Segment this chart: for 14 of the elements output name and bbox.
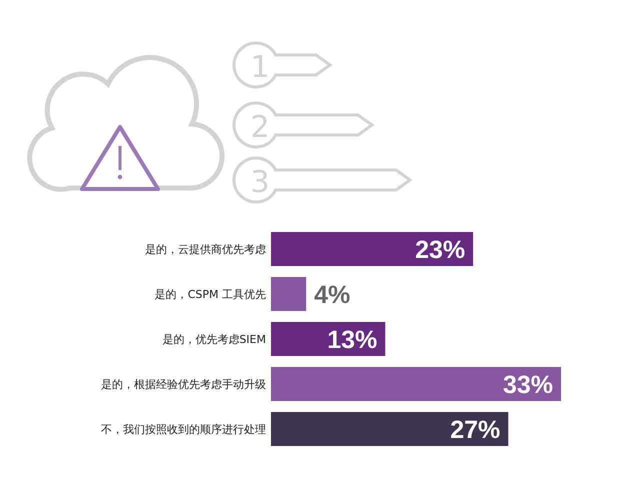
data-label: 13% — [327, 326, 378, 354]
y-tick-label: 不，我们按照收到的顺序进行处理 — [101, 423, 266, 436]
bar — [271, 412, 508, 446]
y-tick-label: 是的，CSPM 工具优先 — [154, 288, 266, 301]
y-tick-label: 是的，根据经验优先考虑手动升级 — [101, 378, 266, 391]
data-label: 4% — [314, 281, 350, 309]
y-tick-label: 是的，优先考虑SIEM — [162, 333, 266, 346]
data-label: 27% — [450, 416, 500, 444]
data-label: 33% — [502, 371, 553, 399]
data-label: 23% — [415, 236, 466, 264]
bar — [271, 232, 474, 266]
bar — [271, 277, 306, 311]
bar — [271, 367, 561, 401]
y-tick-label: 是的，云提供商优先考虑 — [145, 243, 266, 256]
